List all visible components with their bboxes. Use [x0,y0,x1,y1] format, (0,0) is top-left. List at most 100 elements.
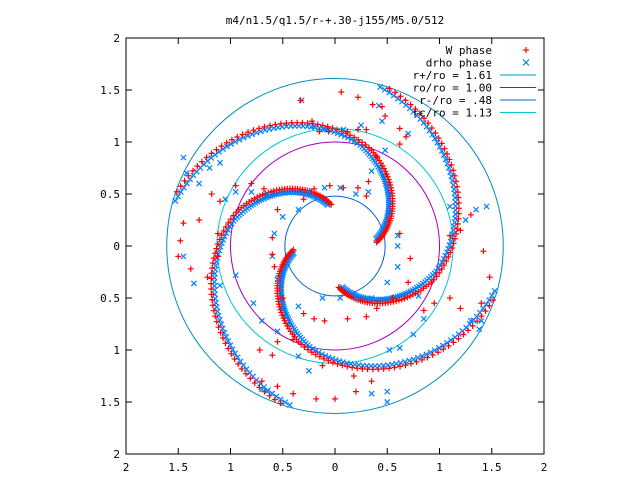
y-axis: 2 1.5 1 0.5 0 0.5 1 1.5 2 [100,32,544,461]
w-phase-point [436,269,443,276]
w-phase-point [329,124,336,131]
drho-phase-point [384,279,391,286]
w-phase-point [430,276,437,283]
drho-phase-point [384,388,391,395]
w-phase-point [311,315,318,322]
drho-phase-point [277,396,284,403]
w-phase-point [402,362,409,369]
drho-phase-point [223,333,230,340]
w-phase-point [220,227,227,234]
drho-phase-point [222,196,229,203]
w-phase-point [424,354,431,361]
w-phase-point [212,313,219,320]
w-phase-point [390,298,397,305]
drho-phase-point [486,297,493,304]
w-phase-point [203,154,210,161]
w-phase-point [217,198,224,205]
y-tick-label: 0.5 [100,188,120,201]
w-phase-point [277,400,284,407]
w-phase-point [208,286,215,293]
w-phase-point [300,310,307,317]
w-phase-point [300,196,307,203]
w-phase-point [364,366,371,373]
drho-phase-point [384,398,391,406]
x-tick-label: 0 [332,461,339,474]
w-phase-point [288,119,295,126]
x-axis: 2 1.5 1 0.5 0 0.5 1 1.5 2 [123,38,547,474]
w-phase-point [277,120,284,127]
w-phase-point [373,305,380,312]
w-phase-point [228,136,235,143]
w-phase-point [271,263,278,270]
drho-phase-point [419,353,426,360]
w-phase-point [354,94,361,101]
drho-phase-point [266,126,273,133]
w-phase-point [404,294,411,301]
w-phase-point [358,139,365,146]
w-phase-point [239,131,246,138]
drho-phase-point [295,303,302,310]
w-phase-point [396,141,403,148]
w-phase-point [316,128,323,135]
w-phase-point [273,187,280,194]
w-phase-point [283,120,290,127]
w-phase-point [208,275,215,282]
w-phase-point [347,132,354,139]
w-phase-point [222,223,229,230]
w-phase-point [465,327,472,334]
w-phase-point [446,295,453,301]
drho-phase-point [439,342,446,349]
w-phase-point [214,240,221,247]
w-phase-point [217,329,224,336]
w-phase-point [453,178,460,185]
w-phase-point [478,300,485,307]
w-phase-point [209,302,216,309]
drho-phase-point [264,388,271,395]
w-phase-point [256,347,263,353]
w-phase-point [228,350,235,357]
drho-phase-point [180,154,187,161]
w-phase-point [435,135,442,142]
w-phase-point [173,188,180,195]
drho-phase-point [174,193,182,200]
drho-phase-point [394,263,401,270]
w-phase-point [446,232,453,239]
w-phase-point [428,125,435,132]
drho-phase-point [415,292,422,299]
w-phase-point [210,255,217,262]
drho-phase-point [218,321,225,328]
w-phase-point [180,220,187,227]
drho-phase-point [337,294,344,302]
w-phase-point [344,363,351,370]
drho-phase-point [478,317,485,324]
drho-phase-point [232,272,239,279]
drho-phase-point [491,287,498,294]
w-phase-point [375,366,382,373]
legend-label: r+/ro = 1.61 [413,69,492,82]
w-phase-point [392,89,399,96]
x-tick-label: 1 [436,461,443,474]
circle-1_61 [166,78,504,414]
w-phase-point [247,375,254,382]
w-phase-point [208,191,215,197]
drho-phase-point [190,280,197,287]
w-phase-point [294,119,301,126]
w-phase-point [304,120,311,127]
w-phase-point [455,210,462,217]
w-phase-point [454,183,461,190]
w-phase-point [214,253,221,260]
drho-phase-point [446,203,453,210]
w-phase-point [445,253,452,260]
drho-phase-point [431,135,438,142]
w-phase-point [433,273,440,280]
y-tick-label: 1.5 [100,396,120,409]
drho-phase-point [423,351,430,358]
w-phase-point [297,341,304,348]
w-phase-point [455,215,462,222]
y-tick-label: 0.5 [100,292,120,305]
w-phase-point [338,89,345,96]
w-phase-point [441,262,448,269]
circle-1 [230,141,440,351]
drho-phase-point [305,367,312,374]
